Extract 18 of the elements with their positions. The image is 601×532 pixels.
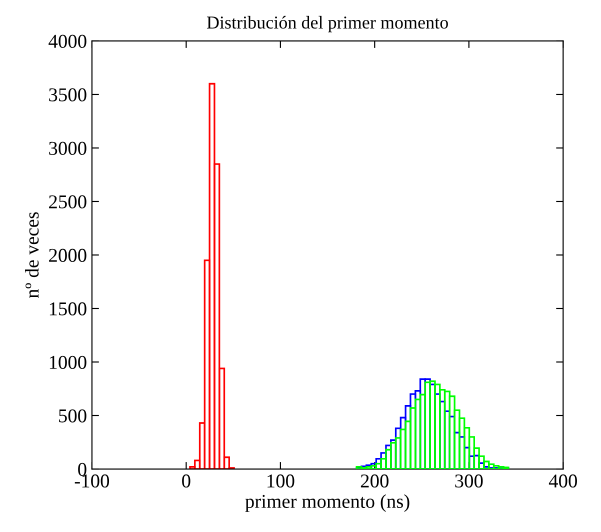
x-tick-label: 400 xyxy=(548,474,577,488)
x-tick-label: 100 xyxy=(268,474,294,488)
x-tick-label: 0 xyxy=(182,474,190,488)
y-tick-label: 4000 xyxy=(48,34,86,48)
chart-title: Distribución del primer momento xyxy=(206,16,448,32)
y-tick-label: 3000 xyxy=(49,142,86,155)
y-tick-label: 500 xyxy=(59,409,86,422)
y-tick-label: 0 xyxy=(78,462,86,476)
y-tick-label: 1000 xyxy=(50,356,86,369)
y-axis-title: nº de veces xyxy=(25,212,39,298)
y-tick-label: 2500 xyxy=(49,195,86,208)
x-tick-label: 200 xyxy=(360,474,389,488)
y-tick-label: 2000 xyxy=(49,248,86,262)
x-tick-label: 300 xyxy=(455,474,483,488)
x-axis-title: primer momento (ns) xyxy=(245,494,410,512)
x-tick-label: -100 xyxy=(74,474,110,488)
y-tick-label: 3500 xyxy=(49,88,86,102)
y-tick-label: 1500 xyxy=(50,302,86,316)
